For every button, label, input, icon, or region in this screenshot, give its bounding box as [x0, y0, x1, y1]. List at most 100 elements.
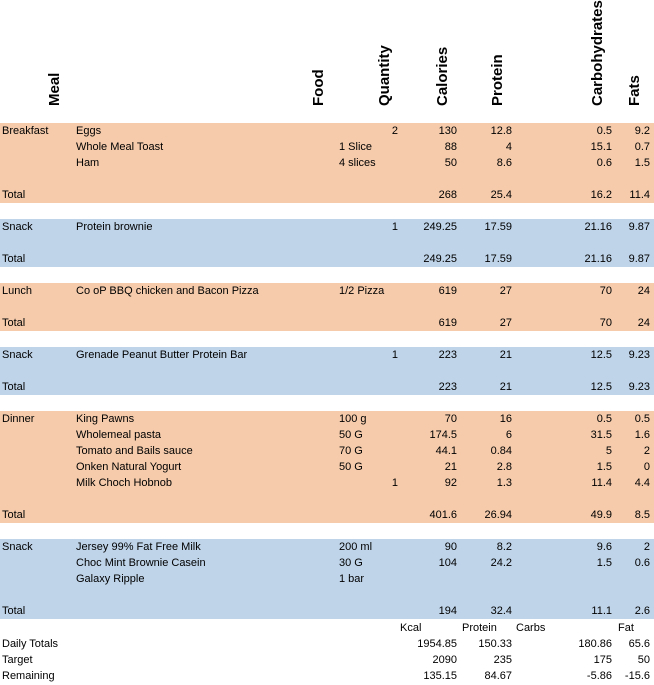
calories: 50 [444, 157, 457, 169]
protein: 2.8 [496, 461, 512, 473]
food-name: Ham [76, 157, 100, 169]
total-label: Total [2, 253, 26, 265]
meal-label: Breakfast [2, 125, 49, 137]
total-row: Total 401.6 26.94 49.9 8.5 [0, 507, 654, 523]
total-calories: 223 [438, 381, 457, 393]
meal-group-band [0, 283, 654, 331]
meal-group-band [0, 219, 654, 267]
food-row: Milk Choch Hobnob 1 92 1.3 11.4 4.4 [0, 475, 654, 491]
food-row: Dinner King Pawns 100 g 70 16 0.5 0.5 [0, 411, 654, 427]
meal-group-band [0, 411, 654, 523]
meal-label: Dinner [2, 413, 35, 425]
summary-header-protein: Protein [462, 622, 497, 634]
total-row: Total 249.25 17.59 21.16 9.87 [0, 251, 654, 267]
total-label: Total [2, 317, 26, 329]
meal-label: Snack [2, 349, 33, 361]
protein: 16 [499, 413, 512, 425]
summary-protein: 84.67 [484, 670, 512, 682]
total-label: Total [2, 189, 26, 201]
total-calories: 194 [438, 605, 457, 617]
food-name: Galaxy Ripple [76, 573, 145, 585]
food-name: Protein brownie [76, 221, 153, 233]
food-row: Lunch Co oP BBQ chicken and Bacon Pizza 1/… [0, 283, 654, 299]
carbohydrates: 0.6 [596, 157, 612, 169]
total-fats: 9.87 [628, 253, 650, 265]
calories: 21 [444, 461, 457, 473]
food-name: Onken Natural Yogurt [76, 461, 182, 473]
total-row: Total 619 27 70 24 [0, 315, 654, 331]
food-row: Galaxy Ripple 1 bar [0, 571, 654, 587]
quantity: 1 [391, 477, 398, 489]
carbohydrates [540, 571, 612, 587]
total-label: Total [2, 605, 26, 617]
total-protein: 26.94 [484, 509, 512, 521]
carbohydrates: 70 [599, 285, 612, 297]
total-protein: 21 [499, 381, 512, 393]
protein: 1.3 [496, 477, 512, 489]
summary-header-kcal: Kcal [400, 622, 422, 634]
total-fats: 24 [637, 317, 650, 329]
food-row: Tomato and Bails sauce 70 G 44.1 0.84 5 2 [0, 443, 654, 459]
portion: 200 ml [339, 541, 373, 553]
summary-kcal: 1954.85 [417, 638, 457, 650]
total-calories: 268 [438, 189, 457, 201]
calories: 92 [444, 477, 457, 489]
protein: 24.2 [490, 557, 512, 569]
total-row: Total 223 21 12.5 9.23 [0, 379, 654, 395]
protein [460, 571, 512, 587]
summary-protein: 235 [493, 654, 512, 666]
protein: 27 [499, 285, 512, 297]
summary-row: Target 2090 235 175 50 [0, 652, 654, 668]
total-row: Total 194 32.4 11.1 2.6 [0, 603, 654, 619]
carbohydrates: 31.5 [590, 429, 612, 441]
fats: 4.4 [634, 477, 650, 489]
summary-kcal: 135.15 [423, 670, 457, 682]
fats: 2 [643, 541, 650, 553]
fats: 1.5 [634, 157, 650, 169]
quantity [350, 427, 398, 443]
food-name: Jersey 99% Fat Free Milk [76, 541, 201, 553]
meal-group-band [0, 347, 654, 395]
food-name: King Pawns [76, 413, 135, 425]
food-name: Wholemeal pasta [76, 429, 161, 441]
fats [614, 571, 650, 587]
portion: 30 G [339, 557, 363, 569]
quantity [350, 155, 398, 171]
total-fats: 2.6 [634, 605, 650, 617]
food-row: Breakfast Eggs 2 130 12.8 0.5 9.2 [0, 123, 654, 139]
protein: 0.84 [490, 445, 512, 457]
carbohydrates: 21.16 [584, 221, 612, 233]
carbohydrates: 9.6 [596, 541, 612, 553]
total-protein: 32.4 [490, 605, 512, 617]
fats: 0.7 [634, 141, 650, 153]
protein: 12.8 [490, 125, 512, 137]
food-name: Whole Meal Toast [76, 141, 164, 153]
total-carbohydrates: 16.2 [590, 189, 612, 201]
total-protein: 17.59 [484, 253, 512, 265]
portion: 70 G [339, 445, 363, 457]
calories: 223 [438, 349, 457, 361]
food-name: Co oP BBQ chicken and Bacon Pizza [76, 285, 259, 297]
quantity [350, 283, 398, 299]
food-row: Snack Grenade Peanut Butter Protein Bar 1 2… [0, 347, 654, 363]
quantity [350, 459, 398, 475]
quantity: 2 [391, 125, 398, 137]
summary-label: Target [2, 654, 33, 666]
carbohydrates: 0.5 [596, 125, 612, 137]
summary-kcal: 2090 [432, 654, 457, 666]
carbohydrates: 15.1 [590, 141, 612, 153]
calories: 104 [438, 557, 457, 569]
food-row: Wholemeal pasta 50 G 174.5 6 31.5 1.6 [0, 427, 654, 443]
carbohydrates: 0.5 [596, 413, 612, 425]
total-calories: 619 [438, 317, 457, 329]
calories: 70 [444, 413, 457, 425]
fats: 0.6 [634, 557, 650, 569]
total-calories: 401.6 [429, 509, 457, 521]
fats: 0.5 [634, 413, 650, 425]
quantity [350, 411, 398, 427]
portion: 50 G [339, 461, 363, 473]
meal-label: Lunch [2, 285, 32, 297]
carbohydrates: 11.4 [591, 477, 612, 489]
fats: 1.6 [634, 429, 650, 441]
